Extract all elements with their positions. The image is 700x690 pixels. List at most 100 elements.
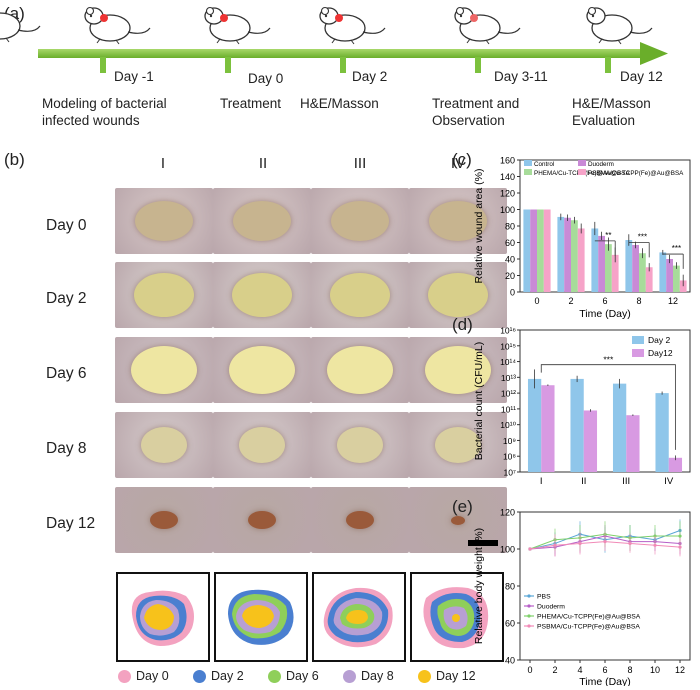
mice-icons [84, 6, 653, 45]
group-header: IV [450, 155, 466, 172]
x-tick-label: II [581, 476, 586, 487]
timeline-tick [225, 57, 231, 73]
legend-dot-icon [418, 669, 431, 683]
x-tick-label: IV [664, 476, 674, 487]
legend-marker [527, 624, 531, 628]
wound-area [429, 201, 487, 241]
x-tick-label: 2 [552, 665, 557, 675]
y-tick-label: 120 [500, 508, 515, 518]
wound-area [141, 427, 187, 463]
wound-photo [115, 188, 213, 254]
x-tick-label: 12 [675, 665, 685, 675]
group-header: III [353, 155, 367, 172]
event-day: Day -1 [114, 69, 154, 84]
significance-bracket [662, 253, 684, 269]
legend-day2: Day 2 [193, 669, 244, 683]
bar [673, 265, 680, 292]
wound-outline-IV [410, 572, 504, 662]
wound-area-chart: 0 20 40 60 80 100 120 140 160 0 2 6 8 12 Time (Day) Rel… [473, 156, 691, 320]
wound-area [239, 427, 285, 463]
x-tick-label: 6 [602, 296, 607, 306]
legend-marker [527, 594, 531, 598]
x-tick-label: 10 [650, 665, 660, 675]
event-desc: Treatment and Observation [432, 96, 520, 128]
wound-area [327, 346, 393, 394]
y-tick-label: 10¹⁰ [500, 420, 516, 430]
mouse-day12-icon [586, 6, 653, 45]
bar [541, 385, 555, 472]
event-desc: Treatment [220, 96, 282, 111]
y-tick-label: 120 [500, 189, 515, 199]
legend-swatch [632, 349, 644, 357]
row-day-label: Day 6 [46, 365, 87, 382]
wound-area [337, 427, 383, 463]
bar [659, 252, 667, 292]
wound-area [150, 511, 178, 529]
event-day: Day 3-11 [494, 69, 548, 84]
x-tick-label: 8 [636, 296, 641, 306]
event-day: Day 12 [620, 69, 663, 84]
legend-label: PSBMA/Cu-TCPP(Fe)@Au@BSA [588, 170, 684, 177]
y-tick-label: 10¹² [501, 389, 516, 399]
legend-label: PSBMA/Cu-TCPP(Fe)@Au@BSA [537, 624, 640, 631]
x-tick-label: 2 [568, 296, 573, 306]
wound-photo [409, 188, 507, 254]
x-tick-label: 12 [668, 296, 678, 306]
wound-area [330, 273, 390, 317]
significance-bracket [628, 242, 650, 258]
event-desc: H&E/Masson [300, 96, 379, 111]
y-tick-label: 60 [505, 619, 515, 629]
legend-label: Duoderm [588, 161, 614, 168]
body-weight-chart: 40 60 80 100 120 0 2 4 6 8 10 12 Time (Day) Relative … [473, 508, 691, 686]
wound-photo [213, 487, 311, 553]
bar [632, 244, 639, 292]
y-tick-label: 40 [505, 656, 515, 666]
legend-dot-icon [268, 669, 281, 683]
legend-dot-icon [193, 669, 206, 683]
data-point [603, 540, 607, 544]
bar [645, 267, 653, 292]
timeline-tick [340, 57, 346, 73]
bar [668, 457, 683, 472]
legend-swatch [578, 160, 586, 166]
data-point [578, 541, 582, 546]
y-tick-label: 80 [505, 222, 515, 232]
bar [612, 383, 627, 472]
bar [564, 217, 571, 292]
wound-area [232, 273, 292, 317]
x-axis-label: Time (Day) [579, 676, 631, 686]
bar [537, 209, 544, 292]
significance-label: ** [605, 231, 611, 240]
wound-area [248, 511, 276, 529]
wound-photo [409, 412, 507, 478]
wound-area [435, 427, 481, 463]
wound-photo [213, 337, 311, 403]
timeline-arrow [38, 42, 668, 65]
wound-photo [311, 487, 409, 553]
data-point [628, 541, 632, 546]
x-tick-label: I [540, 476, 543, 487]
bar [625, 240, 633, 292]
wound-area [346, 511, 374, 529]
legend-marker [527, 614, 531, 618]
mouse-day0-icon [204, 6, 271, 45]
mouse-icon [0, 12, 41, 43]
bar [666, 259, 673, 292]
legend-dot-icon [343, 669, 356, 683]
wound-area [135, 201, 193, 241]
panel-c-label: (c) [452, 150, 472, 169]
legend-label: PHEMA/Cu-TCPP(Fe)@Au@BSA [537, 614, 641, 621]
event-day: Day 0 [248, 71, 284, 86]
data-point [653, 543, 657, 547]
bar [583, 410, 598, 472]
timeline-tick [475, 57, 481, 73]
wound-area [233, 201, 291, 241]
bar [598, 235, 605, 292]
bar [543, 209, 551, 292]
y-tick-label: 0 [510, 288, 515, 298]
significance-label: *** [638, 233, 647, 242]
x-tick-label: 6 [602, 665, 607, 675]
y-tick-label: 10¹⁵ [500, 341, 516, 351]
wound-area [229, 346, 295, 394]
panel-b-label: (b) [4, 150, 25, 169]
